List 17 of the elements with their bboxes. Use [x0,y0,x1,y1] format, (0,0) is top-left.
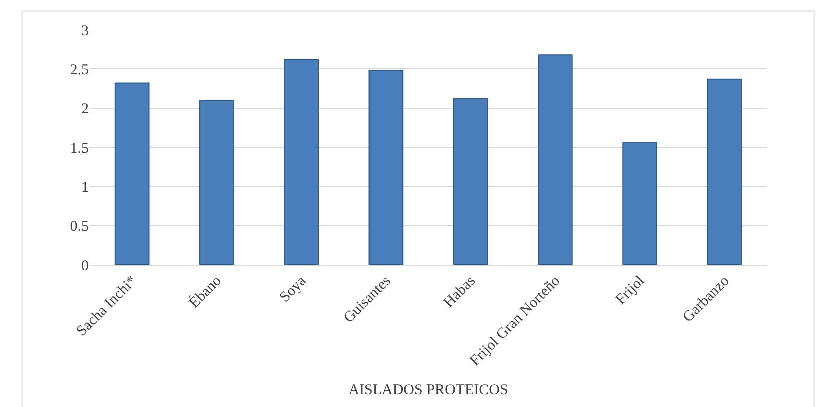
x-tick-label: Soya [277,273,310,306]
bar [538,54,573,265]
y-tick-label: 2.5 [70,62,89,78]
y-tick-label: 3 [82,23,89,40]
bar [453,98,488,265]
y-tick-label: 1.5 [70,140,89,157]
y-tick-label: 0 [82,258,89,274]
bar [707,78,742,265]
bar [200,100,234,265]
bar [114,82,150,265]
y-tick-label: 0.5 [70,219,89,236]
y-tick-label: 2 [82,102,89,118]
y-tick-label: 1 [82,180,89,196]
bar [368,70,404,265]
x-axis-title: AISLADOS PROTEICOS [348,382,508,398]
bar [622,142,658,265]
bar [284,59,319,265]
